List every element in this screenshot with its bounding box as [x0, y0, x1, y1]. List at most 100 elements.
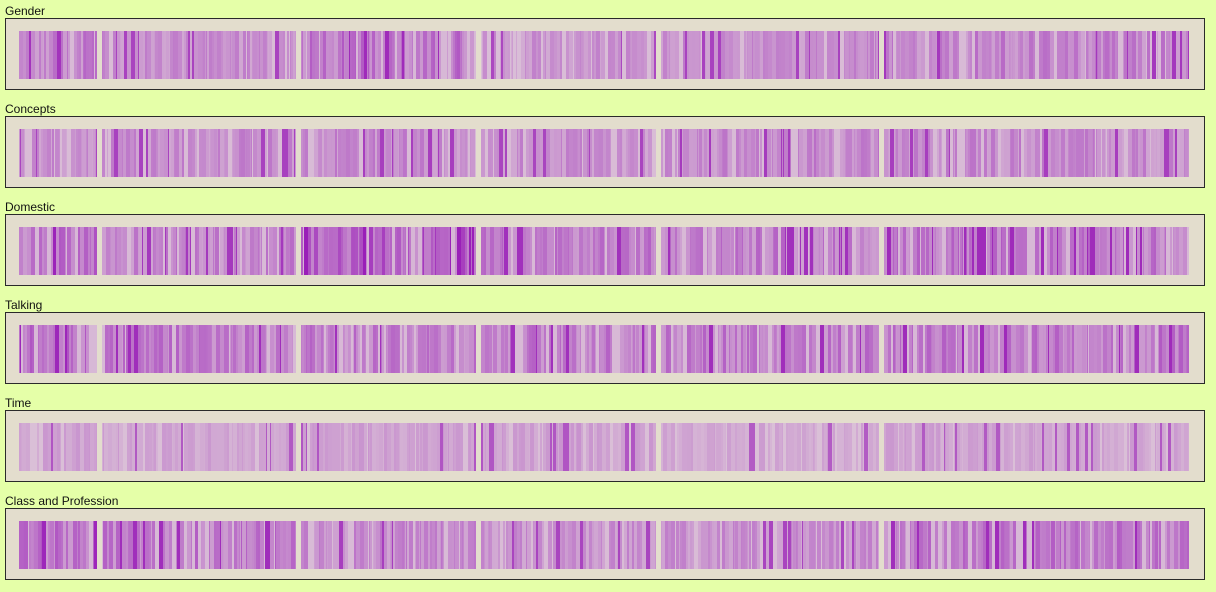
- chapter-strip[interactable]: [301, 129, 476, 177]
- chapter-strip[interactable]: [102, 521, 296, 569]
- word-stripe: [1158, 31, 1161, 79]
- word-stripe: [1170, 521, 1174, 569]
- word-stripe: [1036, 521, 1040, 569]
- chapter-strip[interactable]: [661, 423, 879, 471]
- chapter-strip[interactable]: [884, 227, 1189, 275]
- chapter-strip[interactable]: [102, 129, 296, 177]
- word-stripe: [38, 521, 41, 569]
- word-stripe: [949, 423, 953, 471]
- chapter-strip[interactable]: [19, 423, 97, 471]
- word-stripe: [1139, 325, 1142, 373]
- chapter-strip[interactable]: [884, 129, 1189, 177]
- chapter-strip[interactable]: [19, 325, 97, 373]
- word-stripe: [53, 423, 57, 471]
- word-stripe: [741, 521, 742, 569]
- chapter-strip[interactable]: [301, 227, 476, 275]
- word-stripe: [269, 227, 273, 275]
- chapter-strip[interactable]: [102, 325, 296, 373]
- chapter-strip[interactable]: [884, 521, 1189, 569]
- word-stripe: [105, 129, 107, 177]
- chapter-strip[interactable]: [661, 521, 879, 569]
- chapter-strip[interactable]: [884, 31, 1189, 79]
- word-stripe: [618, 31, 621, 79]
- chapter-strip[interactable]: [19, 31, 97, 79]
- word-stripe: [527, 521, 531, 569]
- chapter-strip[interactable]: [102, 423, 296, 471]
- word-stripe: [115, 227, 117, 275]
- word-stripe: [1085, 521, 1088, 569]
- word-stripe: [513, 129, 517, 177]
- chapter-strip[interactable]: [481, 31, 656, 79]
- word-stripe: [793, 129, 797, 177]
- word-stripe: [704, 129, 707, 177]
- chapter-strip[interactable]: [301, 325, 476, 373]
- word-stripe: [1107, 129, 1109, 177]
- chapter-strip[interactable]: [884, 423, 1189, 471]
- chapter-strip[interactable]: [661, 129, 879, 177]
- chapter-strip[interactable]: [301, 423, 476, 471]
- word-stripe: [910, 227, 913, 275]
- word-stripe: [143, 31, 145, 79]
- word-stripe: [486, 227, 490, 275]
- word-stripe: [773, 227, 774, 275]
- word-stripe: [838, 325, 840, 373]
- word-stripe: [1007, 129, 1010, 177]
- word-stripe: [192, 129, 195, 177]
- word-stripe: [20, 129, 21, 177]
- word-stripe: [199, 325, 200, 373]
- chapter-strip[interactable]: [19, 129, 97, 177]
- word-stripe: [352, 423, 355, 471]
- word-stripe: [957, 31, 959, 79]
- word-stripe: [1012, 31, 1013, 79]
- chapter-strip[interactable]: [661, 325, 879, 373]
- word-stripe: [492, 521, 495, 569]
- word-stripe: [919, 325, 923, 373]
- word-stripe: [376, 521, 380, 569]
- word-stripe: [534, 521, 536, 569]
- chapter-strip[interactable]: [19, 521, 97, 569]
- word-stripe: [725, 31, 727, 79]
- word-stripe: [1008, 227, 1010, 275]
- word-stripe: [72, 423, 76, 471]
- chapter-strip[interactable]: [19, 227, 97, 275]
- word-stripe: [182, 325, 186, 373]
- word-stripe: [442, 129, 444, 177]
- word-stripe: [428, 129, 432, 177]
- word-stripe: [679, 423, 682, 471]
- word-stripe: [962, 325, 964, 373]
- word-stripe: [1143, 227, 1144, 275]
- chapter-strip[interactable]: [301, 31, 476, 79]
- chapter-strip[interactable]: [481, 521, 656, 569]
- chapter-strip[interactable]: [301, 521, 476, 569]
- word-stripe: [1035, 325, 1037, 373]
- word-stripe: [463, 521, 464, 569]
- word-stripe: [513, 227, 517, 275]
- word-stripe: [701, 521, 703, 569]
- word-stripe: [338, 129, 341, 177]
- chapter-strip[interactable]: [884, 325, 1189, 373]
- chapter-strip[interactable]: [661, 227, 879, 275]
- word-stripe: [190, 31, 192, 79]
- word-stripe: [187, 521, 191, 569]
- chapter-strip[interactable]: [481, 325, 656, 373]
- chapter-strip[interactable]: [481, 423, 656, 471]
- word-stripe: [1135, 325, 1139, 373]
- word-stripe: [345, 521, 348, 569]
- word-stripe: [1113, 521, 1115, 569]
- word-stripe: [574, 31, 576, 79]
- word-stripe: [1175, 129, 1177, 177]
- word-stripe: [103, 31, 105, 79]
- word-stripe: [1158, 521, 1159, 569]
- chapter-strip[interactable]: [102, 227, 296, 275]
- chapter-strip[interactable]: [481, 227, 656, 275]
- word-stripe: [214, 423, 217, 471]
- word-stripe: [409, 31, 412, 79]
- word-stripe: [118, 129, 122, 177]
- word-stripe: [894, 423, 898, 471]
- word-stripe: [909, 129, 910, 177]
- chapter-strip[interactable]: [102, 31, 296, 79]
- chapter-strip[interactable]: [661, 31, 879, 79]
- chapter-strip[interactable]: [481, 129, 656, 177]
- word-stripe: [89, 31, 92, 79]
- word-stripe: [1105, 31, 1109, 79]
